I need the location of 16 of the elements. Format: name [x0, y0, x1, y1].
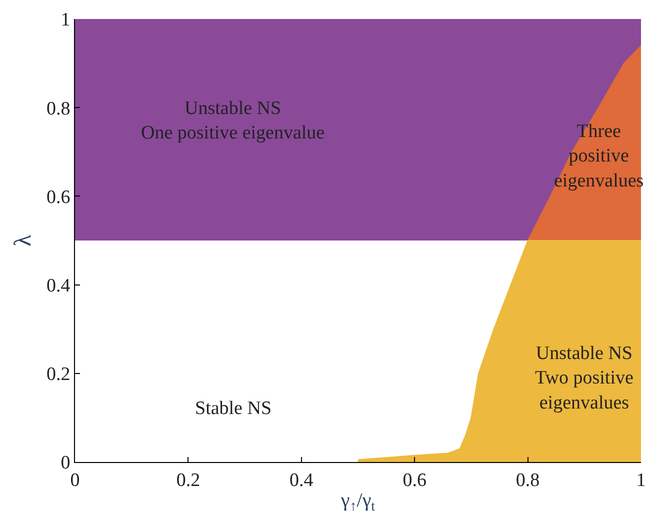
y-tick-label: 0.4	[46, 275, 71, 296]
y-tick-label: 0.8	[46, 98, 70, 120]
x-tick-label: 0.8	[516, 470, 540, 491]
annotation: Unstable NS One positive eigenvalue	[141, 98, 325, 144]
x-tick-label: 0.4	[290, 470, 314, 491]
x-tick-label: 0.2	[176, 470, 200, 491]
annotation: Stable NS	[195, 398, 272, 419]
y-axis-title: λ	[10, 234, 37, 246]
x-axis-title: γ$_{↑}$/γ$_{t}$	[340, 489, 376, 514]
x-tick-label: 1	[636, 470, 646, 491]
y-tick-label: 0.6	[46, 186, 70, 208]
y-tick-label: 1	[60, 10, 70, 31]
annotation: Unstable NS Two positive eigenvalues	[535, 343, 634, 414]
y-tick-label: 0.2	[46, 364, 70, 386]
y-tick-label: 0	[60, 452, 70, 474]
x-tick-label: 0.6	[402, 470, 426, 491]
